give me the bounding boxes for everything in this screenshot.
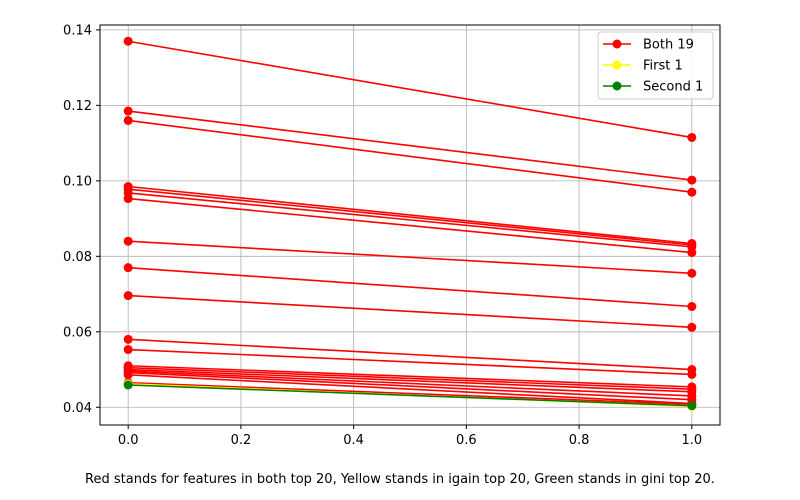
x-tick-label: 0.8 xyxy=(569,433,590,448)
series-line xyxy=(128,197,692,254)
data-point xyxy=(123,345,133,355)
legend-entry: First 1 xyxy=(603,59,683,74)
series-line xyxy=(128,368,692,393)
x-tick-label: 1.0 xyxy=(681,433,702,448)
series-line xyxy=(128,366,692,390)
y-tick-label: 0.12 xyxy=(63,99,92,114)
legend-marker xyxy=(612,81,622,91)
series-both-9 xyxy=(123,291,697,332)
data-point xyxy=(687,187,697,197)
series-line xyxy=(128,294,692,329)
legend-label: Second 1 xyxy=(643,80,703,95)
series-line xyxy=(128,381,692,406)
x-tick-label: 0.6 xyxy=(456,433,477,448)
data-point xyxy=(123,115,133,125)
series-line xyxy=(128,364,692,388)
data-point xyxy=(687,248,697,258)
data-point xyxy=(123,370,133,380)
x-tick-label: 0.0 xyxy=(118,433,139,448)
series-line xyxy=(128,192,692,248)
axes-frame xyxy=(99,24,721,426)
data-point xyxy=(687,268,697,278)
y-tick-label: 0.04 xyxy=(63,401,92,416)
series-both-1 xyxy=(123,106,697,185)
series-line xyxy=(128,240,692,275)
x-tick-label: 0.4 xyxy=(343,433,364,448)
y-tick-label: 0.14 xyxy=(63,23,92,38)
series-line xyxy=(128,348,692,376)
legend-label: First 1 xyxy=(643,59,683,74)
data-point xyxy=(687,302,697,312)
series-second-20 xyxy=(123,380,697,411)
series-both-7 xyxy=(123,236,697,278)
series-line xyxy=(128,119,692,193)
legend-marker xyxy=(612,60,622,70)
series-layer xyxy=(123,36,697,412)
legend-box xyxy=(597,31,714,100)
data-point xyxy=(687,132,697,142)
series-line xyxy=(128,266,692,308)
series-both-0 xyxy=(123,36,697,142)
series-both-6 xyxy=(123,194,697,258)
data-point xyxy=(687,401,697,411)
legend: Both 19 First 1 Second 1 xyxy=(597,31,714,100)
data-point xyxy=(123,334,133,344)
series-both-2 xyxy=(123,115,697,197)
legend-entry: Both 19 xyxy=(603,38,694,53)
data-point xyxy=(123,236,133,246)
data-point xyxy=(123,291,133,301)
y-tick-label: 0.06 xyxy=(63,325,92,340)
legend-entry: Second 1 xyxy=(603,80,703,95)
series-both-11 xyxy=(123,345,697,379)
data-point xyxy=(687,322,697,332)
series-line xyxy=(128,188,692,246)
series-line xyxy=(128,371,692,401)
data-point xyxy=(123,380,133,390)
ticks: 0.0 0.2 0.4 0.6 0.8 1.0 0.04 0.06 0.08 0.10 0.12 0.… xyxy=(63,23,702,448)
data-point xyxy=(687,175,697,185)
data-point xyxy=(123,36,133,46)
data-point xyxy=(123,194,133,204)
series-both-8 xyxy=(123,263,697,312)
chart-caption: Red stands for features in both top 20, … xyxy=(85,472,715,487)
y-tick-label: 0.10 xyxy=(63,174,92,189)
series-line xyxy=(128,370,692,397)
y-tick-label: 0.08 xyxy=(63,250,92,265)
series-line xyxy=(128,110,692,181)
legend-label: Both 19 xyxy=(643,38,694,53)
series-both-3 xyxy=(123,182,697,248)
series-line xyxy=(128,374,692,405)
data-point xyxy=(123,263,133,273)
series-line xyxy=(128,40,692,139)
x-tick-label: 0.2 xyxy=(231,433,252,448)
series-line xyxy=(128,338,692,371)
data-point xyxy=(123,106,133,116)
series-line xyxy=(128,384,692,407)
legend-marker xyxy=(612,39,622,49)
series-line xyxy=(128,185,692,245)
data-point xyxy=(687,369,697,379)
